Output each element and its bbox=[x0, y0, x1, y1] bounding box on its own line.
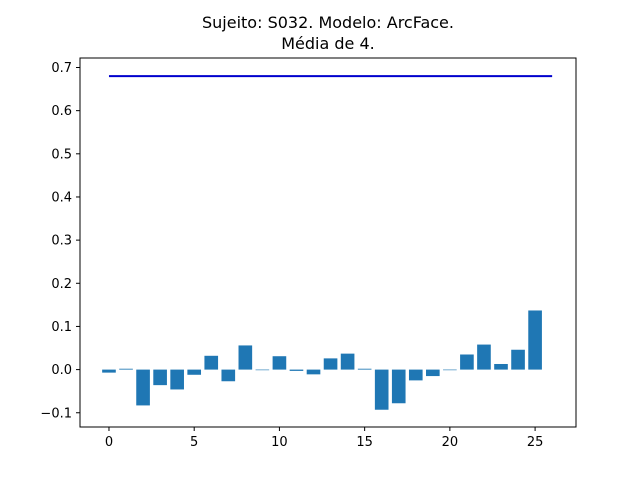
bar bbox=[170, 369, 184, 390]
bar bbox=[289, 369, 304, 371]
plot-area: 0 5 10 15 20 25 −0.1 0.0 0.1 0.2 0.3 0.4 0.5 0.6 0.7 bbox=[40, 57, 577, 450]
axes-frame bbox=[79, 57, 577, 428]
bar bbox=[119, 368, 133, 370]
bar bbox=[391, 369, 406, 404]
x-tick-label: 5 bbox=[190, 435, 198, 450]
bar bbox=[374, 369, 389, 410]
bar bbox=[357, 368, 372, 370]
y-tick-label: 0.3 bbox=[51, 234, 72, 249]
bar bbox=[426, 369, 440, 377]
bar bbox=[204, 355, 219, 370]
bar bbox=[340, 353, 355, 370]
y-tick-label: 0.0 bbox=[51, 363, 72, 378]
bar bbox=[136, 369, 150, 406]
x-tick-label: 25 bbox=[527, 435, 544, 450]
x-tick-label: 0 bbox=[105, 435, 113, 450]
bar bbox=[153, 369, 167, 386]
bar bbox=[511, 349, 525, 370]
chart-title-line-1: Sujeito: S032. Modelo: ArcFace. bbox=[202, 13, 454, 32]
bar bbox=[494, 363, 508, 370]
bar bbox=[272, 356, 287, 370]
bar bbox=[528, 310, 542, 370]
y-tick-label: 0.5 bbox=[51, 147, 72, 162]
bar bbox=[187, 369, 202, 375]
y-tick-label: 0.4 bbox=[51, 190, 72, 205]
bar bbox=[238, 345, 253, 370]
y-tick-label: 0.6 bbox=[51, 104, 72, 119]
y-tick-label: 0.2 bbox=[51, 277, 72, 292]
bar bbox=[221, 369, 236, 382]
chart-title-line-2: Média de 4. bbox=[281, 34, 375, 53]
y-tick-label: 0.7 bbox=[51, 61, 72, 76]
x-tick-label: 20 bbox=[442, 435, 459, 450]
bar bbox=[460, 354, 474, 370]
x-tick-label: 15 bbox=[356, 435, 373, 450]
bar bbox=[408, 369, 423, 381]
bar bbox=[102, 369, 116, 373]
bar bbox=[255, 369, 270, 371]
y-tick-label: 0.1 bbox=[51, 320, 72, 335]
bar bbox=[443, 369, 457, 371]
x-tick-label: 10 bbox=[271, 435, 288, 450]
bar bbox=[323, 358, 338, 370]
bar bbox=[477, 344, 491, 370]
bar bbox=[306, 369, 321, 375]
y-tick-label: −0.1 bbox=[40, 406, 72, 421]
